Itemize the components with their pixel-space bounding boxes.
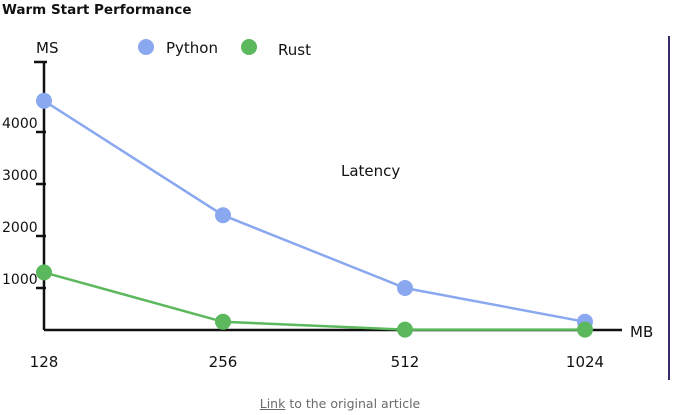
caption: Link to the original article [0, 396, 680, 411]
legend-python-label: Python [166, 39, 218, 57]
python-point-512 [397, 280, 413, 296]
legend-python-marker [138, 39, 154, 55]
page-title: Warm Start Performance [2, 2, 192, 18]
python-point-128 [36, 92, 52, 109]
legend-rust-marker [241, 39, 257, 55]
x-ticks: 128 256 512 1024 [30, 353, 604, 371]
series-layer [36, 92, 593, 338]
y-tick-label-2000: 2000 [2, 220, 38, 236]
python-point-256 [215, 207, 231, 224]
chart-title: Latency [341, 162, 400, 180]
x-tick-label-256: 256 [209, 353, 238, 371]
y-tick-label-4000: 4000 [2, 116, 38, 132]
rust-point-256 [215, 313, 231, 330]
x-tick-label-1024: 1024 [566, 353, 604, 371]
caption-text: to the original article [285, 396, 421, 411]
y-ticks: 1000 2000 3000 4000 [2, 116, 46, 290]
python-series-line [43, 99, 586, 324]
original-article-link[interactable]: Link [259, 396, 286, 411]
x-tick-label-128: 128 [30, 353, 59, 371]
rust-point-1024 [577, 321, 593, 338]
y-axis-label: MS [36, 39, 58, 57]
legend-rust-label: Rust [278, 41, 311, 59]
y-tick-label-3000: 3000 [2, 168, 38, 184]
rust-series-line [43, 271, 585, 331]
rust-point-128 [36, 264, 52, 281]
x-tick-label-512: 512 [391, 353, 420, 371]
x-axis-label: MB [630, 323, 653, 341]
rust-point-512 [397, 321, 413, 338]
y-tick-label-1000: 1000 [2, 272, 38, 288]
